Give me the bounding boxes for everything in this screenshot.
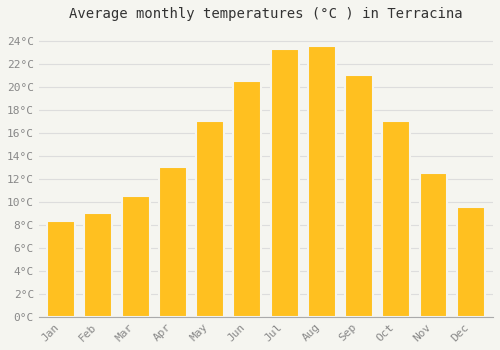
Bar: [345, 75, 373, 317]
Bar: [234, 81, 262, 317]
Bar: [270, 49, 298, 317]
Title: Average monthly temperatures (°C ) in Terracina: Average monthly temperatures (°C ) in Te…: [69, 7, 462, 21]
Bar: [382, 121, 410, 317]
Bar: [196, 121, 224, 317]
Bar: [47, 221, 75, 317]
Bar: [159, 167, 187, 317]
Bar: [457, 208, 484, 317]
Bar: [84, 213, 112, 317]
Bar: [308, 46, 336, 317]
Bar: [122, 196, 150, 317]
Bar: [420, 173, 448, 317]
